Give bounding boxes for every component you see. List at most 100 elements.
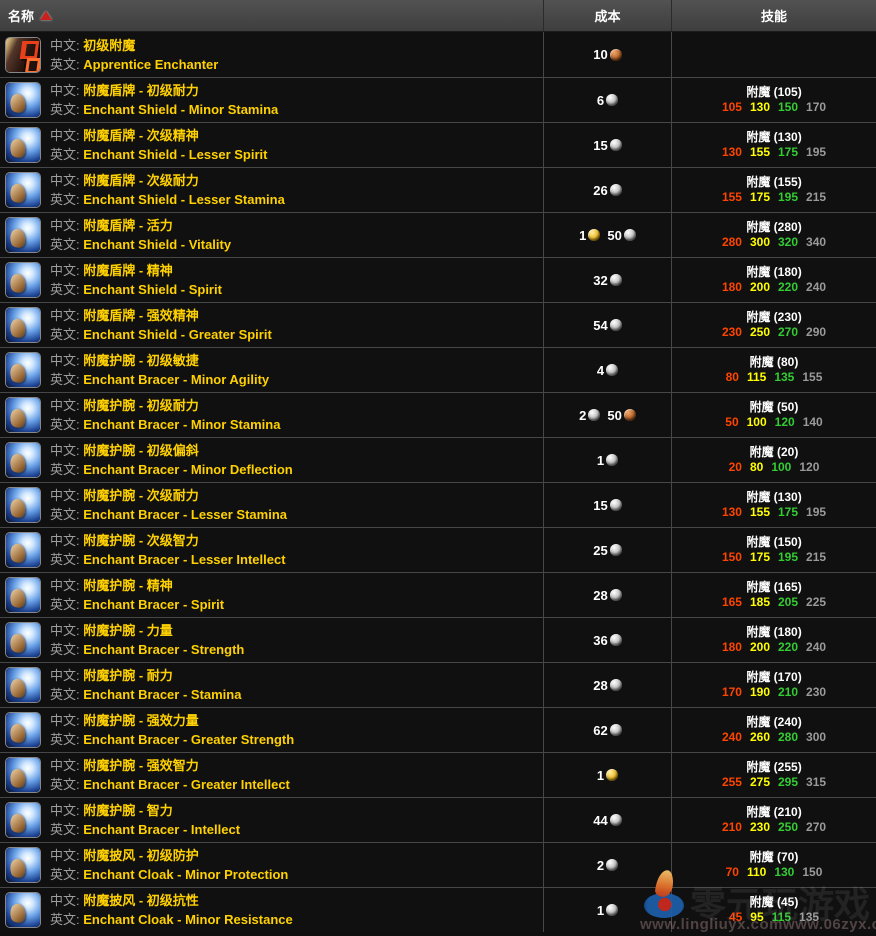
spell-icon[interactable]	[5, 352, 41, 388]
spell-name-cn-link[interactable]: 附魔盾牌 - 精神	[83, 263, 173, 278]
cost-amount: 50	[607, 227, 636, 243]
spell-names: 中文: 附魔护腕 - 智力 英文: Enchant Bracer - Intel…	[50, 801, 240, 839]
cost-amount: 1	[579, 228, 601, 243]
spell-name-cn-link[interactable]: 附魔护腕 - 精神	[83, 578, 173, 593]
spell-name-en-link[interactable]: Enchant Bracer - Minor Deflection	[83, 462, 293, 477]
spell-name-en-link[interactable]: Enchant Bracer - Lesser Intellect	[83, 552, 286, 567]
column-header-name[interactable]: 名称	[0, 0, 543, 31]
skill-level-cap: (45)	[777, 895, 799, 909]
skill-title: 附魔 (105)	[746, 85, 802, 99]
spell-icon[interactable]	[5, 577, 41, 613]
spell-name-en-link[interactable]: Enchant Bracer - Lesser Stamina	[83, 507, 287, 522]
spell-icon[interactable]	[5, 802, 41, 838]
skill-level-cap: (155)	[773, 175, 802, 189]
spell-icon-art	[6, 308, 40, 342]
table-row: 中文: 附魔盾牌 - 次级精神 英文: Enchant Shield - Les…	[0, 122, 876, 167]
cost-amount: 10	[593, 47, 622, 62]
spell-name-cn-link[interactable]: 附魔护腕 - 力量	[83, 623, 173, 638]
skill-title: 附魔 (170)	[746, 670, 802, 684]
spell-icon[interactable]	[5, 487, 41, 523]
spell-name-cn-link[interactable]: 附魔披风 - 初级防护	[83, 848, 199, 863]
spell-name-en-link[interactable]: Enchant Bracer - Strength	[83, 642, 245, 657]
spell-name-en-link[interactable]: Enchant Bracer - Minor Agility	[83, 372, 270, 387]
spell-name-en-link[interactable]: Enchant Bracer - Spirit	[83, 597, 225, 612]
spell-name-en-link[interactable]: Enchant Bracer - Greater Intellect	[83, 777, 290, 792]
cost-value: 1	[596, 452, 605, 468]
table-row: 中文: 附魔护腕 - 强效力量 英文: Enchant Bracer - Gre…	[0, 707, 876, 752]
spell-icon[interactable]	[5, 172, 41, 208]
table-row: 中文: 附魔盾牌 - 初级耐力 英文: Enchant Shield - Min…	[0, 77, 876, 122]
spell-name-en-link[interactable]: Enchant Shield - Lesser Spirit	[83, 147, 268, 162]
spell-name-cn-link[interactable]: 附魔护腕 - 智力	[83, 803, 173, 818]
skill-threshold-orange: 170	[721, 685, 742, 699]
spell-icon[interactable]	[5, 667, 41, 703]
name-cell: 中文: 初级附魔 英文: Apprentice Enchanter	[0, 32, 543, 77]
spell-name-en-link[interactable]: Apprentice Enchanter	[83, 56, 219, 72]
spell-name-cn-link[interactable]: 附魔盾牌 - 活力	[83, 218, 173, 233]
spell-icon[interactable]	[5, 307, 41, 343]
silver-coin-icon	[606, 94, 619, 106]
column-header-cost[interactable]: 成本	[543, 0, 671, 31]
spell-icon[interactable]	[5, 82, 41, 118]
spell-name-cn-link[interactable]: 附魔盾牌 - 强效精神	[83, 308, 199, 323]
spell-name-en-link[interactable]: Enchant Shield - Greater Spirit	[83, 327, 272, 342]
spell-icon[interactable]	[5, 397, 41, 433]
column-header-skill[interactable]: 技能	[671, 0, 876, 31]
spell-name-en-link[interactable]: Enchant Bracer - Minor Stamina	[83, 417, 281, 432]
en-label: 英文:	[50, 282, 80, 297]
spell-name-cn-link[interactable]: 附魔护腕 - 次级耐力	[83, 488, 199, 503]
spell-name-cn-link[interactable]: 初级附魔	[83, 37, 136, 53]
spell-name-cn-link[interactable]: 附魔护腕 - 强效力量	[83, 713, 199, 728]
spell-icon[interactable]	[5, 757, 41, 793]
skill-cell	[671, 32, 876, 77]
sort-ascending-icon	[40, 11, 53, 20]
spell-icon[interactable]	[5, 127, 41, 163]
cost-amount: 32	[593, 273, 622, 288]
spell-name-cn-link[interactable]: 附魔披风 - 初级抗性	[83, 893, 199, 908]
spell-name-en-link[interactable]: Enchant Bracer - Stamina	[83, 687, 242, 702]
table-row: 中文: 附魔护腕 - 初级耐力 英文: Enchant Bracer - Min…	[0, 392, 876, 437]
spell-name-en-link[interactable]: Enchant Bracer - Greater Strength	[83, 732, 295, 747]
spell-name-cn-link[interactable]: 附魔盾牌 - 次级精神	[83, 128, 199, 143]
spell-icon[interactable]	[5, 847, 41, 883]
spell-icon[interactable]	[5, 262, 41, 298]
silver-coin-icon	[609, 814, 622, 826]
spell-name-cn-link[interactable]: 附魔护腕 - 初级耐力	[83, 398, 199, 413]
skill-threshold-gray: 270	[806, 820, 827, 834]
skill-level-cap: (130)	[773, 130, 802, 144]
spell-icon-art	[6, 713, 40, 747]
cost-amount: 54	[593, 318, 622, 333]
spell-name-en-link[interactable]: Enchant Shield - Vitality	[83, 237, 232, 252]
spell-name-en-link[interactable]: Enchant Cloak - Minor Protection	[83, 867, 289, 882]
cost-value: 50	[607, 227, 622, 243]
en-label: 英文:	[50, 687, 80, 702]
spell-name-en-link[interactable]: Enchant Bracer - Intellect	[83, 822, 241, 837]
spell-icon[interactable]	[5, 36, 41, 73]
spell-name-en-link[interactable]: Enchant Shield - Lesser Stamina	[83, 192, 285, 207]
spell-name-cn-link[interactable]: 附魔护腕 - 初级敏捷	[83, 353, 199, 368]
spell-name-cn-link[interactable]: 附魔盾牌 - 次级耐力	[83, 173, 199, 188]
spell-icon[interactable]	[5, 622, 41, 658]
skill-title: 附魔 (180)	[746, 265, 802, 279]
spell-icon[interactable]	[5, 217, 41, 253]
silver-coin-icon	[609, 184, 622, 196]
spell-icon[interactable]	[5, 712, 41, 748]
spell-name-en-link[interactable]: Enchant Shield - Spirit	[83, 282, 222, 297]
spell-name-cn-link[interactable]: 附魔护腕 - 次级智力	[83, 533, 199, 548]
spell-name-en-link[interactable]: Enchant Cloak - Minor Resistance	[83, 912, 293, 927]
spell-icon-art	[6, 488, 40, 522]
spell-icon[interactable]	[5, 892, 41, 928]
spell-name-cn-link[interactable]: 附魔护腕 - 耐力	[83, 668, 173, 683]
spell-name-cn-link[interactable]: 附魔护腕 - 初级偏斜	[83, 443, 199, 458]
spell-icon[interactable]	[5, 532, 41, 568]
skill-thresholds: 105 130 150 170	[718, 100, 830, 115]
spell-icon[interactable]	[5, 442, 41, 478]
cn-label: 中文:	[50, 173, 80, 188]
cn-label: 中文:	[50, 218, 80, 233]
spell-name-en-link[interactable]: Enchant Shield - Minor Stamina	[83, 102, 279, 117]
spell-name-cn-link[interactable]: 附魔盾牌 - 初级耐力	[83, 83, 199, 98]
cost-value: 28	[593, 587, 608, 603]
cn-label: 中文:	[50, 353, 80, 368]
spell-name-cn-link[interactable]: 附魔护腕 - 强效智力	[83, 758, 199, 773]
spell-names: 中文: 附魔护腕 - 次级智力 英文: Enchant Bracer - Les…	[50, 531, 286, 569]
